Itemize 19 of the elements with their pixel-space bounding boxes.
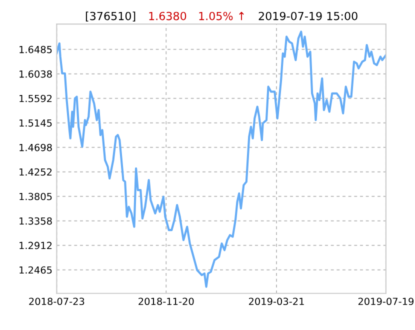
y-tick-label: 1.6485: [20, 46, 52, 54]
line-series: [56, 30, 386, 288]
y-tick-label: 1.3358: [20, 217, 52, 225]
text: 1.6380: [149, 12, 186, 20]
y-tick-label: 1.3805: [20, 192, 52, 200]
chart-title: [376510]: [86, 12, 136, 22]
x-tick-label: 2018-11-20: [138, 298, 194, 306]
x-tick-label: 2018-07-23: [29, 298, 84, 306]
y-tick-label: 1.4252: [20, 168, 52, 176]
y-tick-label: 1.5592: [20, 94, 52, 102]
y-tick-label: 1.6038: [20, 70, 52, 78]
y-tick-label: 1.2912: [20, 242, 52, 250]
x-tick-label: 2019-07-19: [358, 298, 414, 306]
y-tick-label: 1.2465: [20, 266, 52, 274]
y-tick-label: 1.5145: [20, 119, 52, 127]
text: 2019-07-19 15:00: [258, 12, 358, 20]
text: 1.05% ↑: [199, 12, 244, 20]
y-tick-label: 1.4698: [20, 144, 52, 152]
x-tick-label: 2019-03-21: [248, 298, 304, 306]
